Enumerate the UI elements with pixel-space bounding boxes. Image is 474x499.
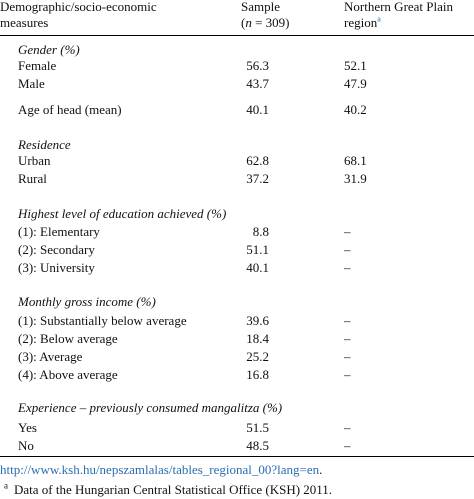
row-region-value: – — [344, 224, 351, 239]
row-sample-value: 51.1 — [246, 242, 269, 257]
footnote-line: a Data of the Hungarian Central Statistic… — [4, 480, 333, 498]
section-title-residence: Residence — [18, 137, 71, 152]
row-sample-value: 25.2 — [246, 349, 269, 364]
row-region-value: 52.1 — [344, 58, 367, 73]
footnote-mark: a — [4, 480, 8, 491]
row-region-value: – — [344, 349, 351, 364]
row-label: (2): Secondary — [18, 242, 95, 257]
footnote-text: Data of the Hungarian Central Statistica… — [14, 482, 333, 497]
section-title-experience: Experience – previously consumed mangali… — [18, 400, 283, 415]
row-sample-value: 40.1 — [246, 260, 269, 275]
row-sample-value: 37.2 — [246, 171, 269, 186]
row-sample-value: 16.8 — [246, 367, 269, 382]
row-region-value: 47.9 — [344, 76, 367, 91]
source-link[interactable]: http://www.ksh.hu/nepszamlalas/tables_re… — [0, 462, 320, 477]
row-label: Male — [18, 76, 45, 91]
row-label: Rural — [18, 171, 47, 186]
row-sample-value: 43.7 — [246, 76, 269, 91]
row-region-value: 68.1 — [344, 153, 367, 168]
row-label: Age of head (mean) — [18, 102, 122, 117]
row-label: (3): University — [18, 260, 95, 275]
row-region-value: – — [344, 367, 351, 382]
header-col3-line2: regiona — [344, 15, 381, 31]
row-sample-value: 56.3 — [246, 58, 269, 73]
row-sample-value: 39.6 — [246, 313, 269, 328]
section-title-income: Monthly gross income (%) — [18, 294, 156, 309]
row-region-value: – — [344, 438, 351, 453]
row-label: (2): Below average — [18, 331, 118, 346]
header-col1-line1: Demographic/socio-economic — [0, 0, 157, 14]
row-label: (1): Elementary — [18, 224, 100, 239]
header-col2-paren-close: = 309) — [251, 15, 290, 30]
source-line: http://www.ksh.hu/nepszamlalas/tables_re… — [0, 462, 322, 478]
header-col3-region: region — [344, 15, 378, 30]
row-label: (3): Average — [18, 349, 83, 364]
row-region-value: 31.9 — [344, 171, 367, 186]
header-col2-line2: (n = 309) — [241, 15, 290, 31]
row-region-value: – — [344, 260, 351, 275]
row-label: No — [18, 438, 34, 453]
row-label: Urban — [18, 153, 51, 168]
header-col2-paren-open: ( — [241, 15, 246, 30]
row-region-value: – — [344, 313, 351, 328]
row-label: (4): Above average — [18, 367, 118, 382]
section-title-education: Highest level of education achieved (%) — [18, 206, 227, 221]
header-col2-line1: Sample — [241, 0, 280, 14]
header-footnote-mark: a — [377, 14, 381, 24]
source-link-period: . — [319, 462, 323, 477]
row-sample-value: 48.5 — [246, 438, 269, 453]
row-sample-value: 40.1 — [246, 102, 269, 117]
row-region-value: 40.2 — [344, 102, 367, 117]
row-region-value: – — [344, 331, 351, 346]
row-label: Yes — [18, 420, 37, 435]
row-sample-value: 62.8 — [246, 153, 269, 168]
section-title-gender: Gender (%) — [18, 42, 80, 57]
row-sample-value: 18.4 — [246, 331, 269, 346]
row-label: (1): Substantially below average — [18, 313, 187, 328]
row-sample-value: 8.8 — [252, 224, 269, 239]
row-region-value: – — [344, 420, 351, 435]
header-col1-line2: measures — [0, 15, 49, 30]
row-sample-value: 51.5 — [246, 420, 269, 435]
header-col2-n: n — [245, 15, 252, 30]
row-label: Female — [18, 58, 57, 73]
header-col3-line1: Northern Great Plain — [344, 0, 454, 14]
table-bottom-rule — [0, 456, 474, 457]
row-region-value: – — [344, 242, 351, 257]
header-rule — [0, 35, 474, 36]
